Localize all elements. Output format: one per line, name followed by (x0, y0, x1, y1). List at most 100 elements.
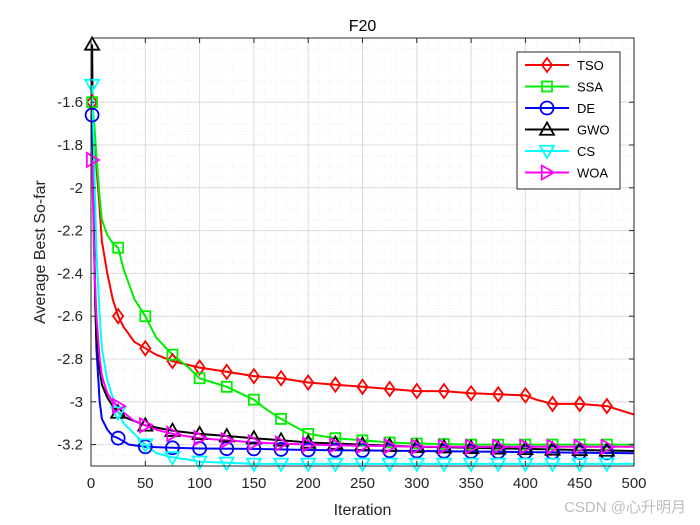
marker-cs (516, 457, 534, 473)
y-tick-label: -2.8 (57, 351, 83, 368)
marker-tso (546, 395, 559, 413)
x-tick-label: 250 (350, 475, 375, 492)
marker-woa (112, 397, 127, 415)
marker-ssa (193, 372, 206, 385)
x-tick-label: 400 (513, 475, 538, 492)
marker-tso (139, 339, 152, 357)
marker-de (84, 107, 100, 123)
legend-label-ssa: SSA (577, 80, 603, 95)
marker-tso (302, 373, 315, 392)
marker-woa (437, 438, 453, 456)
marker-woa (302, 436, 318, 454)
marker-woa (519, 438, 535, 456)
marker-cs (462, 457, 480, 473)
marker-woa (600, 438, 616, 456)
marker-cs (408, 457, 426, 473)
series-line-cs (91, 85, 634, 465)
marker-de (246, 441, 262, 457)
marker-tso (220, 363, 233, 381)
legend-label-tso: TSO (577, 58, 604, 73)
x-tick-label: 350 (459, 475, 484, 492)
marker-cs (489, 457, 507, 473)
marker-ssa (166, 348, 179, 361)
marker-woa (329, 436, 345, 454)
y-tick-label: -3.2 (57, 437, 83, 454)
axis-ticks (90, 38, 635, 466)
x-tick-label: 300 (404, 475, 429, 492)
x-tick-label: 100 (187, 475, 212, 492)
legend-label-cs: CS (577, 144, 595, 159)
marker-cs (435, 457, 453, 473)
marker-tso (193, 359, 206, 377)
marker-tso (573, 395, 586, 413)
marker-cs (272, 457, 290, 473)
marker-tso (492, 385, 505, 403)
marker-woa (220, 431, 236, 449)
marker-woa (492, 438, 508, 456)
marker-tso (166, 352, 179, 370)
marker-de (165, 440, 180, 456)
legend-label-de: DE (577, 101, 595, 116)
legend-marker-gwo (538, 120, 556, 136)
y-tick-label: -3 (70, 394, 83, 411)
marker-cs (191, 455, 209, 471)
marker-woa (247, 433, 263, 452)
series-line-tso (91, 102, 634, 416)
x-axis-label: Iteration (334, 502, 392, 519)
marker-woa (410, 438, 426, 456)
y-tick-label: -2.4 (57, 265, 83, 282)
legend-marker-ssa (541, 80, 553, 93)
marker-woa (193, 429, 209, 447)
marker-woa (139, 416, 155, 434)
marker-gwo (462, 438, 480, 454)
marker-cs (543, 457, 562, 473)
legend-box (516, 51, 621, 190)
marker-de (300, 442, 316, 458)
marker-woa (85, 151, 101, 169)
legend-marker-cs (538, 144, 556, 160)
y-tick-label: -1.6 (57, 94, 83, 111)
x-tick-label: 200 (296, 475, 321, 492)
watermark: CSDN @心升明月 (564, 499, 686, 516)
marker-de (273, 442, 289, 457)
legend-marker-de (539, 100, 555, 116)
marker-tso (247, 367, 261, 385)
y-tick-label: -2 (70, 180, 83, 197)
marker-ssa (220, 380, 233, 393)
marker-gwo (272, 431, 290, 447)
marker-cs (381, 457, 399, 473)
legend-marker-tso (540, 56, 554, 74)
y-tick-label: -2.2 (57, 223, 83, 240)
legend: TSO SSA DE GWO CS WOA (516, 51, 621, 190)
marker-de (327, 442, 343, 458)
y-tick-labels: -3.2 -3 -2.8 -2.6 -2.4 -2.2 -2 -1.8 -1.6 (57, 94, 83, 453)
marker-woa (464, 438, 480, 456)
marker-cs (598, 457, 616, 473)
y-tick-label: -2.6 (57, 308, 83, 325)
marker-tso (329, 376, 342, 394)
marker-ssa (247, 393, 260, 406)
marker-cs (136, 438, 154, 454)
marker-tso (274, 369, 288, 387)
marker-cs (245, 457, 263, 473)
marker-woa (546, 438, 562, 456)
marker-tso (383, 380, 396, 398)
marker-ssa (86, 96, 98, 109)
legend-marker-woa (540, 163, 556, 182)
marker-cs (571, 457, 589, 473)
legend-label-woa: WOA (577, 166, 608, 181)
marker-cs (218, 456, 236, 472)
marker-ssa (275, 413, 287, 425)
marker-tso (464, 384, 478, 402)
marker-ssa (302, 427, 315, 440)
y-tick-label: -1.8 (57, 137, 83, 154)
marker-cs (83, 78, 101, 94)
legend-label-gwo: GWO (577, 123, 610, 138)
marker-woa (383, 437, 399, 455)
marker-tso (519, 386, 532, 404)
marker-tso (410, 382, 423, 400)
chart-title: F20 (349, 18, 377, 35)
x-tick-labels: 0 50 100 150 200 250 300 350 400 450 500 (87, 475, 647, 492)
marker-woa (356, 437, 372, 455)
